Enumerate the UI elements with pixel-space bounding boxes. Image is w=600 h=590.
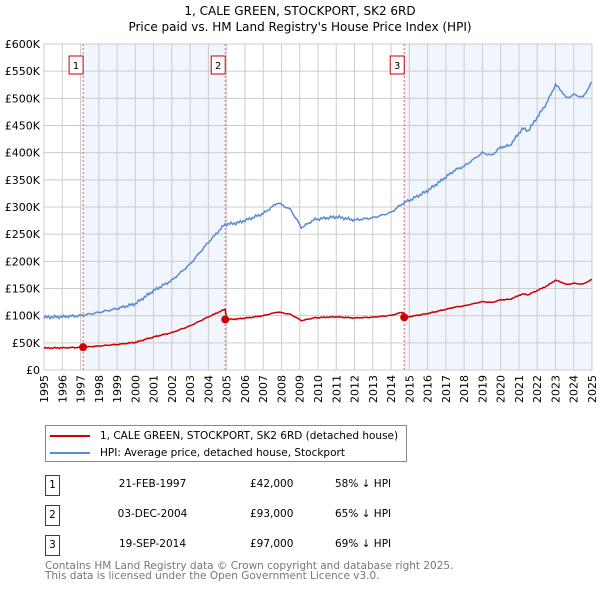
y-tick-label: £300K	[5, 201, 41, 214]
x-tick-label: 2000	[129, 375, 142, 403]
transaction-price: £97,000	[250, 538, 294, 550]
x-tick-label: 2025	[586, 375, 599, 403]
x-tick-label: 2007	[257, 375, 270, 403]
y-tick-label: £100K	[5, 310, 41, 323]
x-tick-label: 2001	[148, 375, 161, 403]
x-tick-label: 2016	[422, 375, 435, 403]
x-tick-label: 2005	[221, 375, 234, 403]
transaction-price: £93,000	[250, 508, 294, 520]
transaction-hpi: 65% ↓ HPI	[335, 508, 392, 520]
x-tick-label: 1997	[75, 375, 88, 403]
transaction-price: £42,000	[250, 478, 294, 490]
x-tick-label: 1995	[38, 375, 51, 403]
x-tick-label: 2002	[166, 375, 179, 403]
legend-swatch-blue	[50, 452, 90, 454]
x-tick-label: 2008	[275, 375, 288, 403]
transaction-row: 3 19-SEP-2014 £97,000 69% ↓ HPI	[45, 535, 465, 556]
sale-label-box	[210, 55, 226, 75]
x-tick-label: 1996	[56, 375, 69, 403]
transaction-hpi: 69% ↓ HPI	[335, 538, 392, 550]
y-tick-label: £600K	[5, 38, 41, 51]
chart-subtitle: Price paid vs. HM Land Registry's House …	[128, 20, 472, 34]
y-tick-label: £50K	[12, 337, 41, 350]
x-tick-label: 2004	[202, 375, 215, 403]
y-tick-label: £150K	[5, 283, 41, 296]
transaction-hpi: 58% ↓ HPI	[335, 478, 392, 490]
legend-label: 1, CALE GREEN, STOCKPORT, SK2 6RD (detac…	[100, 430, 399, 442]
legend-swatch-red	[50, 435, 90, 437]
x-tick-label: 2024	[568, 375, 581, 403]
x-tick-label: 2020	[495, 375, 508, 403]
sale-label: 2	[215, 61, 221, 72]
x-tick-label: 2009	[294, 375, 307, 403]
x-tick-label: 2019	[476, 375, 489, 403]
x-tick-label: 2013	[367, 375, 380, 403]
x-tick-label: 2015	[403, 375, 416, 403]
transaction-date: 03-DEC-2004	[117, 508, 188, 520]
y-tick-label: £0	[26, 364, 40, 377]
x-tick-label: 2003	[184, 375, 197, 403]
transaction-number: 1	[45, 475, 60, 496]
y-tick-label: £550K	[5, 65, 41, 78]
sale-point	[79, 343, 88, 352]
transaction-number: 2	[45, 505, 60, 526]
transaction-row: 1 21-FEB-1997 £42,000 58% ↓ HPI	[45, 475, 465, 496]
hpi-line	[43, 81, 593, 321]
sale-label-box	[68, 55, 84, 75]
x-tick-label: 2012	[349, 375, 362, 403]
x-tick-label: 1999	[111, 375, 124, 403]
y-tick-label: £350K	[5, 174, 41, 187]
price-chart: 1995 1996 1997 1998 1999 2000 2001 2002 2003 2004…	[5, 38, 599, 403]
sale-label: 1	[73, 61, 79, 72]
x-tick-label: 2010	[312, 375, 325, 403]
y-tick-label: £500K	[5, 92, 41, 105]
y-tick-label: £400K	[5, 147, 41, 160]
footer-licence: This data is licensed under the Open Gov…	[45, 570, 380, 582]
x-tick-label: 2022	[531, 375, 544, 403]
transaction-row: 2 03-DEC-2004 £93,000 65% ↓ HPI	[45, 505, 465, 526]
transaction-number: 3	[45, 535, 60, 556]
x-tick-label: 2018	[458, 375, 471, 403]
transaction-date: 19-SEP-2014	[118, 538, 187, 550]
x-tick-label: 2021	[513, 375, 526, 403]
legend: 1, CALE GREEN, STOCKPORT, SK2 6RD (detac…	[45, 425, 407, 462]
sale-label-box	[389, 55, 405, 75]
x-tick-label: 1998	[93, 375, 106, 403]
sale-point	[221, 315, 230, 324]
y-tick-label: £250K	[5, 228, 41, 241]
price-paid-line	[43, 278, 593, 350]
x-tick-label: 2014	[385, 375, 398, 403]
sale-label: 3	[394, 61, 400, 72]
x-tick-label: 2011	[330, 375, 343, 403]
y-tick-label: £450K	[5, 120, 41, 133]
x-tick-label: 2023	[549, 375, 562, 403]
y-tick-label: £200K	[5, 255, 41, 268]
footer-copyright: Contains HM Land Registry data © Crown c…	[45, 560, 454, 572]
transaction-date: 21-FEB-1997	[118, 478, 187, 490]
legend-item-property: 1, CALE GREEN, STOCKPORT, SK2 6RD (detac…	[50, 428, 398, 444]
legend-item-hpi: HPI: Average price, detached house, Stoc…	[50, 445, 345, 461]
legend-label: HPI: Average price, detached house, Stoc…	[100, 447, 345, 459]
x-tick-label: 2017	[440, 375, 453, 403]
x-tick-label: 2006	[239, 375, 252, 403]
sale-point	[400, 313, 409, 322]
chart-title: 1, CALE GREEN, STOCKPORT, SK2 6RD	[184, 4, 416, 18]
